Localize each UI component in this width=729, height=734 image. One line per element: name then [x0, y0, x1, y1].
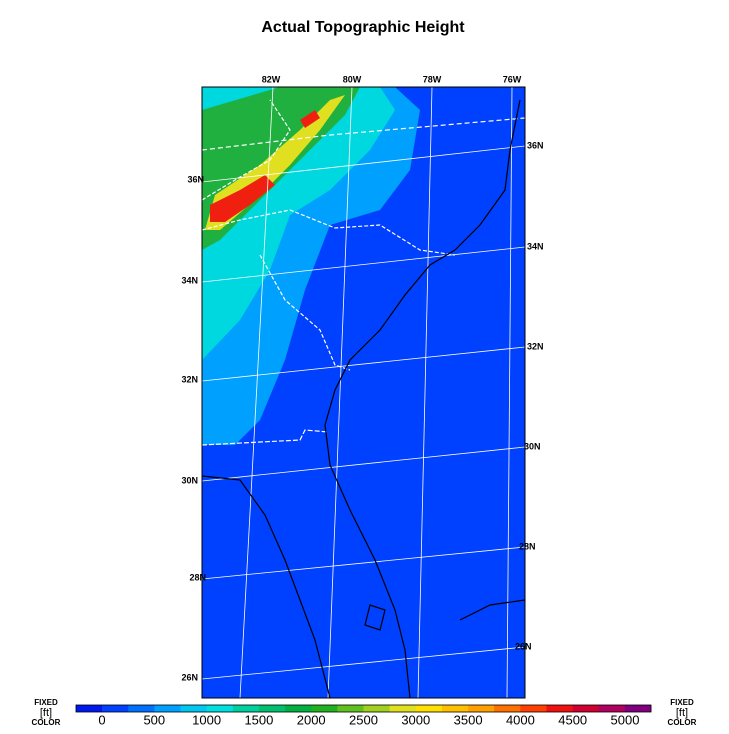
colorbar-swatch — [206, 705, 234, 712]
colorbar-label: 500 — [143, 712, 165, 727]
colorbar: 0 500 1000 1500 2000 2500 3000 3500 4000 4500 5000… — [32, 698, 697, 727]
map-frame — [201, 86, 526, 699]
latitude-label: 34N — [527, 241, 544, 251]
legend-mode: COLOR — [668, 718, 697, 727]
state-border — [202, 429, 329, 446]
colorbar-label: 5000 — [611, 712, 640, 727]
colorbar-label: 2000 — [297, 712, 326, 727]
parallel — [202, 446, 525, 482]
parallel — [202, 646, 525, 680]
colorbar-swatch — [180, 705, 207, 712]
colorbar-label: 3500 — [454, 712, 483, 727]
colorbar-swatch — [520, 705, 547, 712]
latitude-label: 34N — [181, 275, 198, 285]
terrain-red — [300, 110, 320, 128]
title: Actual Topographic Height — [261, 19, 465, 36]
colorbar-swatch — [232, 705, 260, 712]
state-border — [259, 254, 351, 371]
map — [201, 86, 526, 699]
coastline — [202, 475, 331, 698]
longitude-label: 80W — [343, 74, 362, 84]
parallel — [202, 346, 525, 382]
colorbar-swatch — [572, 705, 600, 712]
colorbar-swatch — [76, 705, 103, 712]
colorbar-label: 0 — [98, 712, 105, 727]
boundaries — [202, 99, 525, 698]
colorbar-swatch — [258, 705, 286, 712]
graticule — [202, 87, 525, 698]
state-border — [202, 117, 525, 151]
terrain-red — [210, 175, 275, 222]
parallel — [202, 546, 525, 580]
colorbar-swatch — [598, 705, 626, 712]
colorbar-label: 4500 — [558, 712, 587, 727]
coordinate-labels: 82W 80W 78W 76W 36N 34N 32N 30N 28N 26N 36N 34N 32N 3… — [181, 74, 543, 682]
parallel — [202, 145, 525, 183]
colorbar-swatch — [389, 705, 417, 712]
longitude-label: 78W — [423, 74, 442, 84]
colorbar-swatch — [102, 705, 129, 712]
coastline — [459, 599, 525, 621]
state-border — [202, 209, 456, 256]
state-border — [202, 99, 291, 201]
colorbar-swatch — [154, 705, 181, 712]
colorbar-label: 4000 — [506, 712, 535, 727]
latitude-label: 28N — [519, 541, 536, 551]
longitude-label: 82W — [262, 74, 281, 84]
colorbar-swatch — [285, 705, 312, 712]
colorbar-swatch — [494, 705, 521, 712]
colorbar-frame — [75, 704, 652, 713]
legend-units: [ft] — [676, 707, 688, 719]
colorbar-label: 1000 — [192, 712, 221, 727]
latitude-label: 26N — [181, 672, 198, 682]
legend-kind: FIXED — [670, 698, 694, 707]
latitude-label: 26N — [515, 641, 532, 651]
meridian — [327, 87, 353, 698]
colorbar-label: 1500 — [244, 712, 273, 727]
lake — [364, 604, 386, 631]
latitude-label: 30N — [181, 475, 198, 485]
latitude-label: 32N — [181, 374, 198, 384]
legend-mode: COLOR — [32, 718, 61, 727]
colorbar-swatch — [128, 705, 155, 712]
colorbar-swatch — [311, 705, 338, 712]
colorbar-swatch — [624, 705, 652, 712]
legend-kind: FIXED — [34, 698, 58, 707]
latitude-label: 28N — [189, 572, 206, 582]
colorbar-swatch — [415, 705, 443, 712]
latitude-label: 32N — [527, 341, 544, 351]
latitude-label: 30N — [524, 441, 541, 451]
legend-units: [ft] — [40, 707, 52, 719]
meridian — [506, 87, 513, 698]
latitude-label: 36N — [527, 140, 544, 150]
colorbar-swatch — [337, 705, 364, 712]
terrain — [202, 87, 420, 445]
colorbar-swatch — [546, 705, 573, 712]
longitude-label: 76W — [503, 74, 522, 84]
colorbar-label: 3000 — [401, 712, 430, 727]
meridian — [417, 87, 433, 698]
colorbar-label: 2500 — [349, 712, 378, 727]
colorbar-swatch — [468, 705, 495, 712]
latitude-label: 36N — [187, 174, 204, 184]
coastline — [324, 99, 521, 698]
meridian — [239, 87, 274, 698]
colorbar-swatch — [363, 705, 390, 712]
parallel — [202, 246, 525, 283]
colorbar-swatch — [441, 705, 469, 712]
